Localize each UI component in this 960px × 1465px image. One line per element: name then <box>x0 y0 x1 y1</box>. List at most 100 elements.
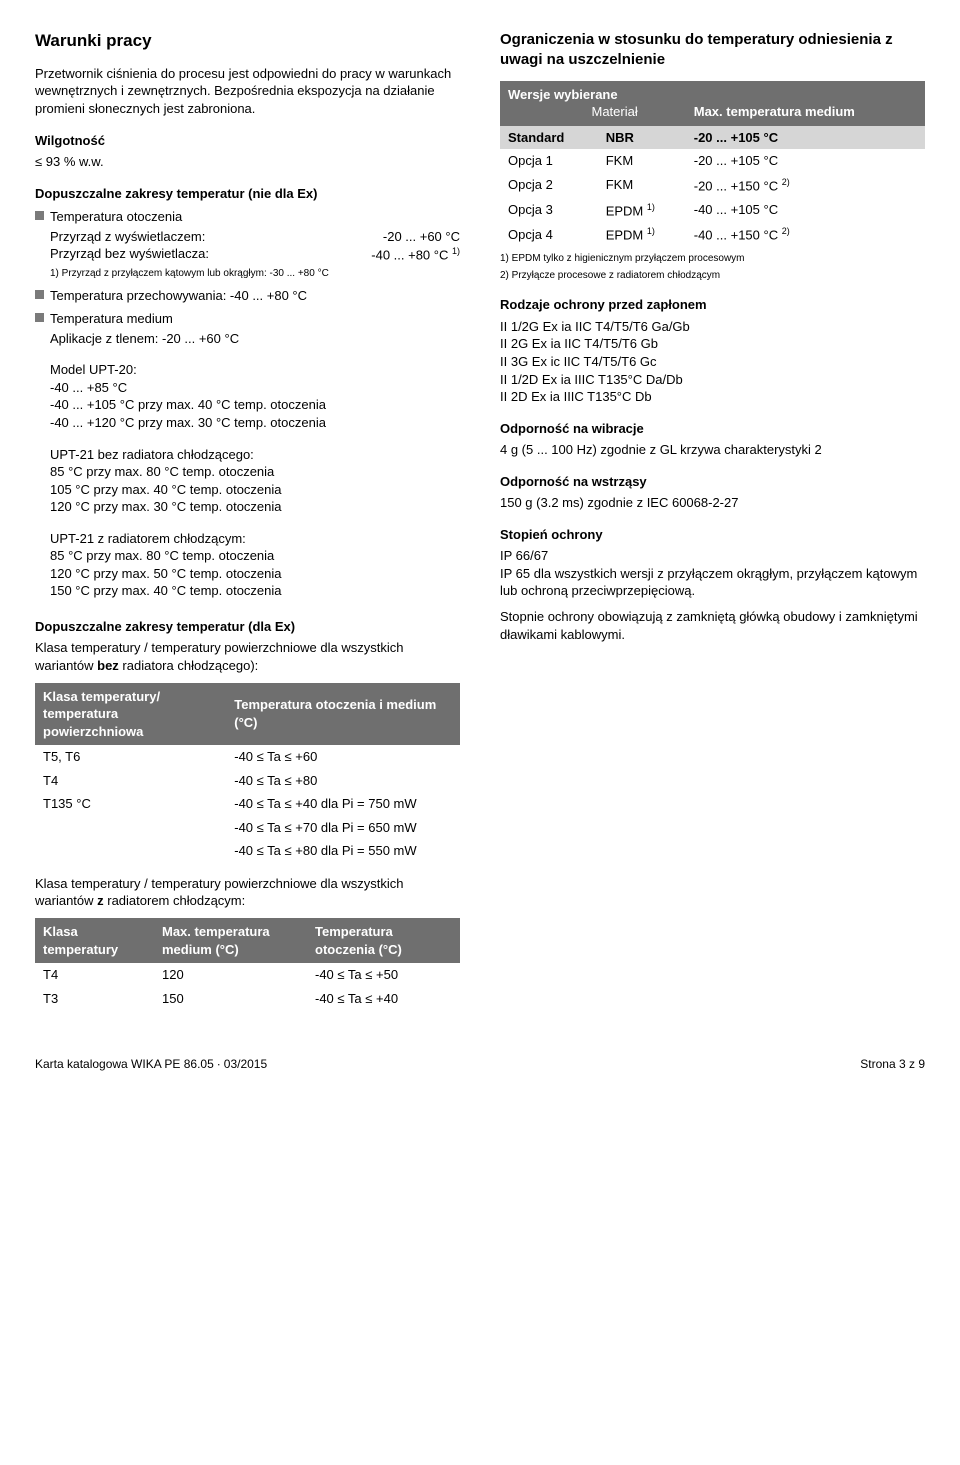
model-line: 85 °C przy max. 80 °C temp. otoczenia <box>50 547 460 565</box>
td: -40 ≤ Ta ≤ +40 dla Pi = 750 mW <box>226 792 460 816</box>
td: T4 <box>35 769 226 793</box>
table-ex-rad: Klasa temperatury Max. temperatura mediu… <box>35 918 460 1010</box>
td: T135 °C <box>35 792 226 816</box>
model-line: 150 °C przy max. 40 °C temp. otoczenia <box>50 582 460 600</box>
square-bullet-icon <box>35 290 44 299</box>
td: FKM <box>598 149 686 173</box>
td: Opcja 3 <box>500 198 598 223</box>
humidity-heading: Wilgotność <box>35 132 460 150</box>
shock-text: 150 g (3.2 ms) zgodnie z IEC 60068-2-27 <box>500 494 925 512</box>
humidity-value: ≤ 93 % w.w. <box>35 153 460 171</box>
section-title: Ograniczenia w stosunku do temperatury o… <box>500 30 925 71</box>
td: -40 ≤ Ta ≤ +80 <box>226 769 460 793</box>
th: Wersje wybierane Materiał <box>500 81 686 126</box>
td: -20 ... +150 °C 2) <box>686 173 925 198</box>
td: FKM <box>598 173 686 198</box>
bullet-medium: Temperatura medium <box>35 310 460 328</box>
td: -40 ≤ Ta ≤ +40 <box>307 987 460 1011</box>
model-line: -40 ... +120 °C przy max. 30 °C temp. ot… <box>50 414 460 432</box>
td: 150 <box>154 987 307 1011</box>
ignition-line: II 2G Ex ia IIC T4/T5/T6 Gb <box>500 335 925 353</box>
model-line: -40 ... +105 °C przy max. 40 °C temp. ot… <box>50 396 460 414</box>
ip-line: IP 65 dla wszystkich wersji z przyłączem… <box>500 565 925 600</box>
ex-sub2: Klasa temperatury / temperatury powierzc… <box>35 875 460 910</box>
model-line: 120 °C przy max. 30 °C temp. otoczenia <box>50 498 460 516</box>
model-head: Model UPT-20: <box>50 361 460 379</box>
model-line: 105 °C przy max. 40 °C temp. otoczenia <box>50 481 460 499</box>
th: Max. temperatura medium <box>686 81 925 126</box>
td: NBR <box>598 126 686 150</box>
ex-sub1: Klasa temperatury / temperatury powierzc… <box>35 639 460 674</box>
ignition-list: II 1/2G Ex ia IIC T4/T5/T6 Ga/GbII 2G Ex… <box>500 318 925 406</box>
model-line: 120 °C przy max. 50 °C temp. otoczenia <box>50 565 460 583</box>
td: -40 ≤ Ta ≤ +70 dla Pi = 650 mW <box>226 816 460 840</box>
right-column: Ograniczenia w stosunku do temperatury o… <box>500 30 925 1016</box>
ignition-line: II 1/2D Ex ia IIIC T135°C Da/Db <box>500 371 925 389</box>
td: -40 ... +105 °C <box>686 198 925 223</box>
ignition-line: II 2D Ex ia IIIC T135°C Db <box>500 388 925 406</box>
vibration-heading: Odporność na wibracje <box>500 420 925 438</box>
td: Opcja 2 <box>500 173 598 198</box>
vibration-text: 4 g (5 ... 100 Hz) zgodnie z GL krzywa c… <box>500 441 925 459</box>
footnote: 2) Przyłącze procesowe z radiatorem chło… <box>500 270 925 283</box>
ex-heading: Dopuszczalne zakresy temperatur (dla Ex) <box>35 618 460 636</box>
td: T3 <box>35 987 154 1011</box>
bullet-label: Temperatura otoczenia <box>50 208 182 226</box>
page-footer: Karta katalogowa WIKA PE 86.05 ∙ 03/2015… <box>35 1056 925 1072</box>
bullet-label: Temperatura przechowywania: -40 ... +80 … <box>50 287 307 305</box>
model-line: -40 ... +85 °C <box>50 379 460 397</box>
td: -40 ≤ Ta ≤ +80 dla Pi = 550 mW <box>226 839 460 863</box>
footer-right: Strona 3 z 9 <box>860 1056 925 1072</box>
left-column: Warunki pracy Przetwornik ciśnienia do p… <box>35 30 460 1016</box>
medium-line: Aplikacje z tlenem: -20 ... +60 °C <box>50 330 460 348</box>
td <box>35 839 226 863</box>
td: -20 ... +105 °C <box>686 149 925 173</box>
square-bullet-icon <box>35 211 44 220</box>
row-value: -40 ... +80 °C 1) <box>371 245 460 264</box>
ignition-line: II 3G Ex ic IIC T4/T5/T6 Gc <box>500 353 925 371</box>
th: Max. temperatura medium (°C) <box>154 918 307 963</box>
section-title: Warunki pracy <box>35 30 460 53</box>
td: Opcja 4 <box>500 222 598 247</box>
ip-line: IP 66/67 <box>500 547 925 565</box>
footer-left: Karta katalogowa WIKA PE 86.05 ∙ 03/2015 <box>35 1056 267 1072</box>
tbody-t1: T5, T6-40 ≤ Ta ≤ +60T4-40 ≤ Ta ≤ +80T135… <box>35 745 460 863</box>
intro-text: Przetwornik ciśnienia do procesu jest od… <box>35 65 460 118</box>
td <box>35 816 226 840</box>
th: Klasa temperatury/ temperatura powierzch… <box>35 683 226 746</box>
table-ex-norad: Klasa temperatury/ temperatura powierzch… <box>35 683 460 863</box>
td: -40 ... +150 °C 2) <box>686 222 925 247</box>
nonex-heading: Dopuszczalne zakresy temperatur (nie dla… <box>35 185 460 203</box>
td: T4 <box>35 963 154 987</box>
ambient-rows: Przyrząd z wyświetlaczem:-20 ... +60 °C … <box>50 228 460 281</box>
td: -20 ... +105 °C <box>686 126 925 150</box>
td: 120 <box>154 963 307 987</box>
footnote: 1) EPDM tylko z higienicznym przyłączem … <box>500 253 925 266</box>
ip-note: Stopnie ochrony obowiązują z zamkniętą g… <box>500 608 925 643</box>
row-value: -20 ... +60 °C <box>383 228 460 246</box>
bullet-ambient: Temperatura otoczenia <box>35 208 460 226</box>
model-upt21a: UPT-21 bez radiatora chłodzącego: 85 °C … <box>50 446 460 516</box>
td: EPDM 1) <box>598 198 686 223</box>
bullet-storage: Temperatura przechowywania: -40 ... +80 … <box>35 287 460 305</box>
td: Opcja 1 <box>500 149 598 173</box>
th: Klasa temperatury <box>35 918 154 963</box>
th: Temperatura otoczenia i medium (°C) <box>226 683 460 746</box>
tbody-t2: T4120-40 ≤ Ta ≤ +50 T3150-40 ≤ Ta ≤ +40 <box>35 963 460 1010</box>
shock-heading: Odporność na wstrząsy <box>500 473 925 491</box>
model-upt21b: UPT-21 z radiatorem chłodzącym: 85 °C pr… <box>50 530 460 600</box>
table-versions: Wersje wybierane Materiał Max. temperatu… <box>500 81 925 248</box>
model-head: UPT-21 z radiatorem chłodzącym: <box>50 530 460 548</box>
ip-heading: Stopień ochrony <box>500 526 925 544</box>
ignition-line: II 1/2G Ex ia IIC T4/T5/T6 Ga/Gb <box>500 318 925 336</box>
footnote: 1) Przyrząd z przyłączem kątowym lub okr… <box>50 268 460 281</box>
td: -40 ≤ Ta ≤ +50 <box>307 963 460 987</box>
tbody-vt: StandardNBR-20 ... +105 °COpcja 1FKM-20 … <box>500 126 925 248</box>
ignition-heading: Rodzaje ochrony przed zapłonem <box>500 296 925 314</box>
row-label: Przyrząd bez wyświetlacza: <box>50 245 371 264</box>
th: Temperatura otoczenia (°C) <box>307 918 460 963</box>
bullet-label: Temperatura medium <box>50 310 173 328</box>
model-head: UPT-21 bez radiatora chłodzącego: <box>50 446 460 464</box>
td: T5, T6 <box>35 745 226 769</box>
model-line: 85 °C przy max. 80 °C temp. otoczenia <box>50 463 460 481</box>
